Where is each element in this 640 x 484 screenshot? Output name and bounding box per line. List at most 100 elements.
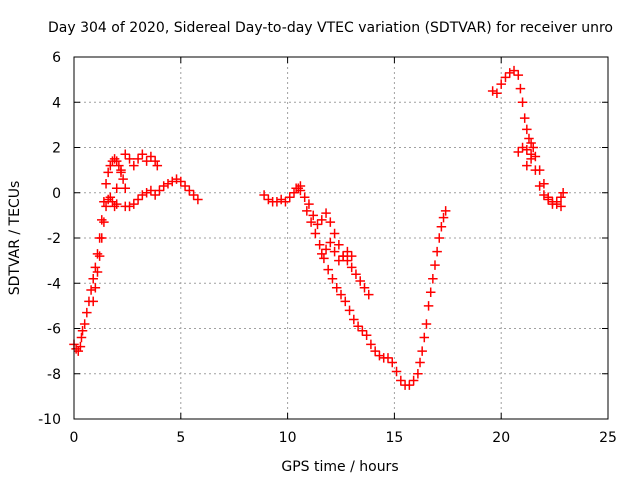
data-point xyxy=(432,246,442,257)
data-point xyxy=(146,185,156,196)
data-point xyxy=(319,253,329,264)
data-point xyxy=(118,174,128,184)
data-point xyxy=(129,199,139,209)
data-point xyxy=(342,255,353,266)
y-tick-label: -8 xyxy=(47,367,61,383)
data-point xyxy=(259,190,269,200)
data-point xyxy=(323,264,333,275)
x-tick-label: 25 xyxy=(599,430,617,446)
x-tick-label: 5 xyxy=(176,430,185,446)
data-point xyxy=(284,192,295,203)
data-point xyxy=(355,276,365,286)
data-point xyxy=(515,83,526,94)
data-point xyxy=(111,199,122,209)
data-point xyxy=(344,305,355,316)
data-point xyxy=(556,201,566,212)
y-tick-label: 2 xyxy=(52,141,61,157)
data-point xyxy=(492,88,502,98)
y-tick-label: -10 xyxy=(38,412,61,428)
data-point xyxy=(543,194,553,205)
data-point xyxy=(423,301,434,311)
data-point xyxy=(430,260,440,270)
data-point xyxy=(336,289,346,300)
data-point xyxy=(88,296,98,307)
data-point xyxy=(133,194,143,205)
data-point xyxy=(137,149,148,160)
data-point xyxy=(146,151,156,162)
x-tick-label: 20 xyxy=(492,430,510,446)
data-point xyxy=(522,124,532,135)
data-point xyxy=(314,240,325,250)
data-point xyxy=(387,357,398,368)
data-point xyxy=(329,228,340,239)
data-point xyxy=(404,380,415,390)
data-point xyxy=(528,142,538,153)
data-point xyxy=(509,65,519,76)
data-point xyxy=(391,366,402,377)
data-point xyxy=(359,283,370,293)
x-tick-label: 15 xyxy=(385,430,403,446)
data-point xyxy=(310,228,321,239)
data-point xyxy=(383,353,393,363)
data-point xyxy=(351,269,361,279)
data-point xyxy=(99,217,109,227)
data-point xyxy=(334,255,344,266)
data-point xyxy=(539,190,549,200)
data-point xyxy=(101,178,111,189)
data-point xyxy=(141,156,152,166)
data-point xyxy=(364,289,374,300)
data-point xyxy=(421,319,432,329)
data-point xyxy=(321,244,331,255)
data-point xyxy=(76,332,87,343)
data-point xyxy=(349,314,359,325)
x-tick-label: 0 xyxy=(70,430,79,446)
data-point xyxy=(434,233,445,243)
data-point xyxy=(513,70,524,80)
data-point xyxy=(438,212,449,223)
data-point xyxy=(415,357,425,368)
data-point xyxy=(321,208,331,218)
data-point xyxy=(101,201,111,212)
series-segment-2-start xyxy=(259,181,306,207)
y-tick-label: -4 xyxy=(47,276,61,292)
series-segment-3-upper xyxy=(487,65,538,153)
data-point xyxy=(304,199,314,209)
data-point xyxy=(129,160,139,171)
data-point xyxy=(366,339,376,350)
data-point xyxy=(370,346,380,356)
data-point xyxy=(436,221,447,232)
data-point xyxy=(79,319,90,329)
data-point xyxy=(530,165,541,175)
data-point xyxy=(522,145,532,155)
x-tick-label: 10 xyxy=(279,430,297,446)
data-point xyxy=(92,267,103,277)
data-point xyxy=(133,154,143,164)
data-point xyxy=(152,160,163,171)
data-point xyxy=(193,194,203,205)
data-point xyxy=(331,283,342,293)
data-point xyxy=(353,321,363,331)
data-point xyxy=(94,251,105,261)
data-point xyxy=(90,283,101,293)
data-point xyxy=(111,183,122,193)
data-point xyxy=(500,72,511,83)
y-tick-label: 4 xyxy=(52,95,61,111)
data-point xyxy=(124,154,135,164)
chart-title: Day 304 of 2020, Sidereal Day-to-day VTE… xyxy=(48,20,613,36)
series-segment-1-main xyxy=(69,154,131,356)
data-point xyxy=(496,79,506,89)
data-point xyxy=(440,206,451,216)
y-axis-label: SDTVAR / TECUs xyxy=(7,181,23,296)
data-point xyxy=(551,197,562,207)
data-point xyxy=(295,185,306,196)
data-points-layer xyxy=(69,65,568,390)
data-point xyxy=(180,181,190,191)
data-point xyxy=(75,341,86,352)
data-point xyxy=(325,217,336,227)
data-point xyxy=(522,160,532,171)
x-axis-label: GPS time / hours xyxy=(281,459,398,475)
data-point xyxy=(77,326,88,336)
data-point xyxy=(150,190,160,200)
data-point xyxy=(417,346,427,356)
data-point xyxy=(340,296,351,307)
